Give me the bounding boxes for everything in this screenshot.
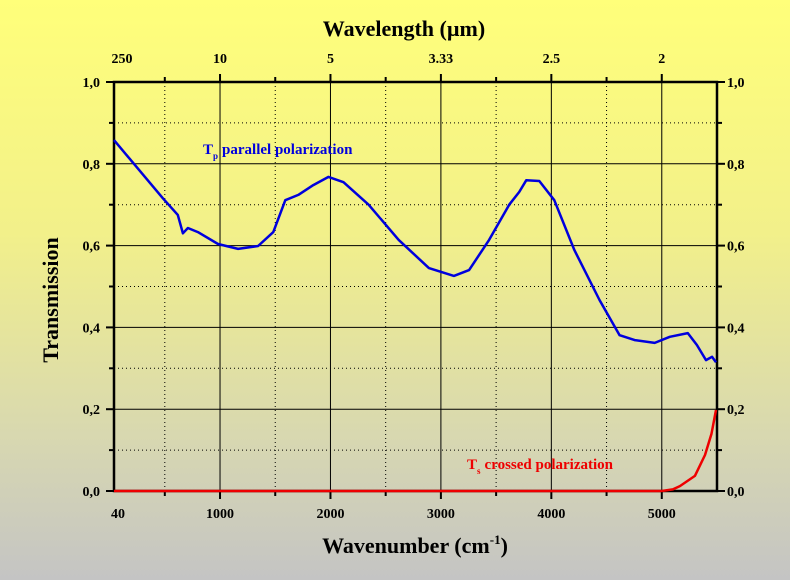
x-axis-title-sup: -1 bbox=[490, 532, 501, 547]
x-tick-label: 5000 bbox=[648, 507, 676, 522]
y-tick-label: 0,4 bbox=[83, 321, 101, 336]
series bbox=[113, 139, 718, 493]
y-right-tick-label: 0,6 bbox=[727, 240, 745, 255]
top-tick-label: 2 bbox=[658, 52, 665, 67]
x-axis-title-end: ) bbox=[501, 533, 508, 558]
legend-parallel: Tp parallel polarization bbox=[203, 142, 353, 161]
top-tick-label: 3.33 bbox=[429, 52, 454, 67]
top-axis-title: Wavelength (µm) bbox=[323, 16, 485, 41]
y-tick-label: 0,0 bbox=[83, 485, 101, 500]
series-line-crossed bbox=[114, 409, 718, 493]
legend-crossed: Ts crossed polarization bbox=[467, 457, 614, 476]
axes: 40 1000 2000 3000 4000 5000 250 10 5 3.33 2.5 2 0,0 0… bbox=[83, 52, 745, 522]
y-right-tick-label: 0,4 bbox=[727, 321, 745, 336]
x-tick-label: 1000 bbox=[206, 507, 234, 522]
x-tick-label: 4000 bbox=[537, 507, 565, 522]
x-tick-label: 2000 bbox=[316, 507, 344, 522]
legend-parallel-sub: p bbox=[213, 151, 218, 161]
legend-parallel-t: T bbox=[203, 142, 213, 158]
legend-crossed-sub: s bbox=[477, 466, 481, 476]
y-right-tick-label: 0,2 bbox=[727, 403, 745, 418]
y-right-tick-label: 0,0 bbox=[727, 485, 745, 500]
top-tick-label: 250 bbox=[112, 52, 133, 67]
x-axis-title: Wavenumber (cm-1) bbox=[322, 532, 508, 558]
legend-crossed-text: crossed polarization bbox=[485, 457, 614, 473]
y-axis-title: Transmission bbox=[38, 237, 63, 363]
x-tick-label: 40 bbox=[111, 507, 125, 522]
legend-crossed-t: T bbox=[467, 457, 477, 473]
top-tick-label: 2.5 bbox=[543, 52, 561, 67]
legend-parallel-text: parallel polarization bbox=[222, 142, 353, 158]
x-tick-label: 3000 bbox=[427, 507, 455, 522]
top-tick-label: 10 bbox=[213, 52, 227, 67]
y-tick-label: 0,8 bbox=[83, 158, 101, 173]
top-tick-label: 5 bbox=[327, 52, 334, 67]
y-right-tick-label: 0,8 bbox=[727, 158, 745, 173]
y-tick-label: 0,2 bbox=[83, 403, 101, 418]
series-line-parallel bbox=[113, 139, 718, 363]
y-tick-label: 0,6 bbox=[83, 240, 101, 255]
x-axis-title-main: Wavenumber (cm bbox=[322, 533, 490, 558]
y-tick-label: 1,0 bbox=[83, 76, 101, 91]
y-right-tick-label: 1,0 bbox=[727, 76, 745, 91]
